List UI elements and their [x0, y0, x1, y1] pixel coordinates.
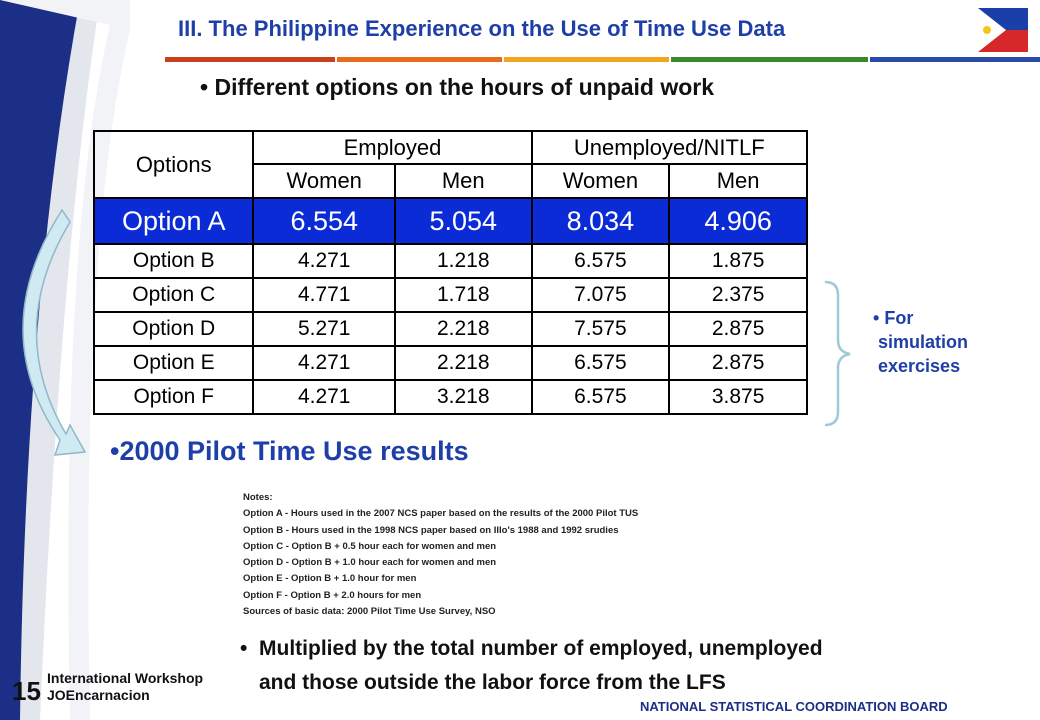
bracket — [824, 280, 851, 427]
page-number: 15 — [12, 676, 41, 706]
cell: 6.575 — [530, 243, 671, 279]
cell: 4.271 — [252, 379, 396, 415]
cell: 6.575 — [530, 379, 671, 415]
bullet: • Multiplied by the total number of empl… — [240, 632, 823, 700]
row-label: Option C — [92, 277, 255, 313]
bottom-bullet-line: Multiplied by the total number of employ… — [259, 637, 823, 660]
row-label: Option D — [92, 311, 255, 347]
row-label: Option B — [92, 243, 255, 279]
cell: 2.875 — [668, 345, 808, 381]
note-line: Option D - Option B + 1.0 hour each for … — [243, 557, 497, 569]
cell: 2.218 — [394, 345, 533, 381]
group-header: Employed — [252, 130, 533, 165]
rule — [337, 57, 502, 62]
cell: 1.718 — [394, 277, 533, 313]
side-note: • For simulation exercises — [873, 308, 969, 376]
flag — [978, 8, 1028, 52]
side-note-text: For simulation exercises — [878, 308, 969, 376]
cell: 6.554 — [252, 197, 396, 245]
footer-left: International Workshop JOEncarnacion — [47, 670, 203, 704]
note-line: Option A - Hours used in the 2007 NCS pa… — [243, 508, 639, 520]
note-line: Option C - Option B + 0.5 hour each for … — [243, 540, 497, 552]
notes: Notes: Option A - Hours used in the 2007 … — [243, 490, 943, 622]
cell: 4.271 — [252, 243, 396, 279]
bullet: • Different options on the hours of unpa… — [200, 74, 715, 100]
row-label: Option F — [92, 379, 255, 415]
cell: 8.034 — [530, 197, 671, 245]
rule — [504, 57, 669, 62]
group-header: Unemployed/NITLF — [530, 130, 809, 165]
cell: 7.075 — [530, 277, 671, 313]
bullet: •2000 Pilot Time Use results — [110, 436, 469, 466]
rule — [870, 57, 1040, 62]
cell: 4.906 — [668, 197, 808, 245]
subtitle: Different options on the hours of unpaid… — [214, 74, 715, 100]
author: JOEncarnacion — [47, 687, 150, 703]
cell: 1.218 — [394, 243, 533, 279]
note-line: Option B - Hours used in the 1998 NCS pa… — [243, 524, 619, 536]
table: Options Employed Unemployed/NITLF Women M… — [92, 130, 809, 415]
note-line: Illo's studies (1988, 1992), Institute o… — [243, 620, 943, 622]
note-line: Option E - Option B + 1.0 hour for men — [243, 573, 417, 585]
event: International Workshop — [47, 670, 204, 686]
note-line: Sources of basic data: 2000 Pilot Time U… — [243, 606, 496, 618]
rule — [165, 57, 335, 62]
cell: 2.375 — [668, 277, 808, 313]
column-header: Men — [668, 163, 808, 199]
row: Option B 4.271 1.218 6.575 1.875 — [92, 243, 808, 279]
cell: 2.218 — [394, 311, 533, 347]
cell: 7.575 — [530, 311, 671, 347]
bottom-bullet-line: and those outside the labor force from t… — [259, 671, 726, 694]
cell: 6.575 — [530, 345, 671, 381]
cell: 4.271 — [252, 345, 396, 381]
row-label: Option E — [92, 345, 255, 381]
side-curve — [0, 0, 80, 720]
pilot-bullet: 2000 Pilot Time Use results — [119, 436, 469, 466]
row: Option D 5.271 2.218 7.575 2.875 — [92, 311, 808, 347]
cell: 3.875 — [668, 379, 808, 415]
rule — [671, 57, 868, 62]
row-label: Option A — [92, 197, 255, 245]
row: Option C 4.771 1.718 7.075 2.375 — [92, 277, 808, 313]
cell: 1.875 — [668, 243, 808, 279]
title: III. The Philippine Experience on the Us… — [178, 16, 786, 41]
row: Option F 4.271 3.218 6.575 3.875 — [92, 379, 808, 415]
cell: 5.054 — [394, 197, 533, 245]
org: NATIONAL STATISTICAL COORDINATION BOARD — [640, 699, 948, 714]
row: Option E 4.271 2.218 6.575 2.875 — [92, 345, 808, 381]
cell: 4.771 — [252, 277, 396, 313]
arrow — [22, 208, 87, 456]
cell: 5.271 — [252, 311, 396, 347]
note-line: Notes: — [243, 492, 273, 503]
cell: 3.218 — [394, 379, 533, 415]
cell: 2.875 — [668, 311, 808, 347]
note-line: Option F - Option B + 2.0 hours for men — [243, 589, 422, 601]
column-header: Men — [394, 163, 533, 199]
column-header: Women — [252, 163, 396, 199]
row: Option A 6.554 5.054 8.034 4.906 — [92, 197, 808, 245]
corner: Options — [92, 130, 255, 199]
column-header: Women — [530, 163, 671, 199]
